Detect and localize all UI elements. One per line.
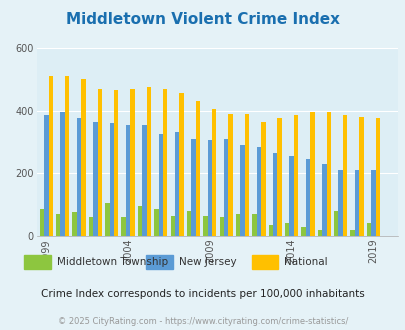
Bar: [358, 117, 363, 236]
Bar: [97, 89, 102, 236]
Bar: [44, 115, 49, 236]
Bar: [375, 118, 379, 236]
Bar: [146, 87, 151, 236]
Bar: [77, 118, 81, 236]
Bar: [195, 101, 200, 236]
Bar: [256, 147, 260, 236]
Bar: [240, 145, 244, 236]
Bar: [81, 79, 85, 236]
Bar: [293, 115, 298, 236]
Bar: [366, 223, 370, 236]
Bar: [114, 90, 118, 236]
Bar: [219, 217, 224, 236]
Bar: [342, 115, 346, 236]
Bar: [154, 209, 158, 236]
Text: New Jersey: New Jersey: [178, 257, 236, 267]
Text: Middletown Violent Crime Index: Middletown Violent Crime Index: [66, 12, 339, 26]
Bar: [137, 206, 142, 236]
Bar: [277, 118, 281, 236]
Bar: [65, 76, 69, 236]
Bar: [207, 140, 211, 236]
Text: © 2025 CityRating.com - https://www.cityrating.com/crime-statistics/: © 2025 CityRating.com - https://www.city…: [58, 317, 347, 326]
Bar: [273, 153, 277, 236]
Bar: [211, 109, 216, 236]
Bar: [289, 156, 293, 236]
Bar: [142, 125, 146, 236]
Bar: [305, 159, 309, 236]
Bar: [56, 214, 60, 236]
Bar: [72, 213, 77, 236]
Bar: [130, 89, 134, 236]
Bar: [354, 170, 358, 236]
Bar: [126, 125, 130, 236]
Bar: [338, 170, 342, 236]
Bar: [228, 114, 232, 236]
Bar: [179, 93, 183, 236]
Bar: [186, 211, 191, 236]
Bar: [244, 114, 249, 236]
Text: National: National: [284, 257, 327, 267]
Bar: [370, 170, 375, 236]
Bar: [203, 215, 207, 236]
Bar: [170, 215, 175, 236]
Bar: [60, 112, 65, 236]
Bar: [224, 139, 228, 236]
Bar: [191, 139, 195, 236]
Bar: [284, 223, 289, 236]
Text: Crime Index corresponds to incidents per 100,000 inhabitants: Crime Index corresponds to incidents per…: [41, 289, 364, 299]
Bar: [89, 217, 93, 236]
Bar: [93, 121, 97, 236]
Bar: [321, 164, 326, 236]
Bar: [260, 121, 265, 236]
Bar: [301, 226, 305, 236]
Bar: [109, 123, 114, 236]
Bar: [121, 217, 126, 236]
Bar: [235, 214, 240, 236]
Bar: [158, 134, 162, 236]
Bar: [268, 225, 273, 236]
Bar: [333, 211, 338, 236]
Text: Middletown Township: Middletown Township: [57, 257, 168, 267]
Bar: [162, 89, 167, 236]
Bar: [350, 230, 354, 236]
Bar: [175, 132, 179, 236]
Bar: [252, 214, 256, 236]
Bar: [317, 230, 321, 236]
Bar: [49, 76, 53, 236]
Bar: [40, 209, 44, 236]
Bar: [309, 112, 314, 236]
Bar: [326, 112, 330, 236]
Bar: [105, 203, 109, 236]
